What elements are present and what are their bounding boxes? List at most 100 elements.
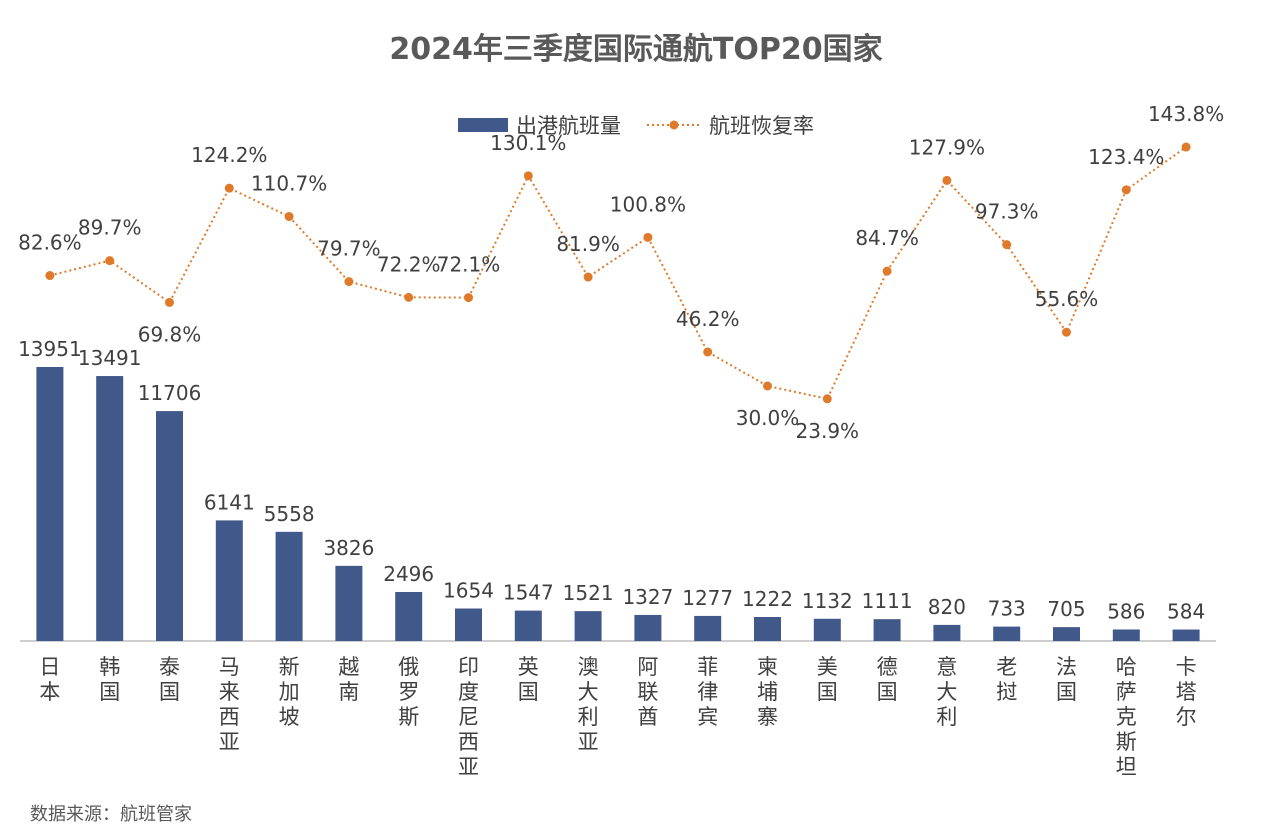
bar xyxy=(96,376,124,641)
category-label: 法国 xyxy=(1056,655,1077,704)
legend-bar-swatch xyxy=(458,118,508,132)
line-point xyxy=(822,394,832,404)
category-label: 新加坡 xyxy=(279,655,300,729)
category-label: 哈萨克斯坦 xyxy=(1116,655,1137,779)
line-point xyxy=(583,272,593,282)
line-point xyxy=(344,277,354,287)
chart-title: 2024年三季度国际通航TOP20国家 xyxy=(389,32,883,67)
bar xyxy=(993,626,1021,641)
bar-value-label: 1654 xyxy=(443,579,494,603)
legend: 出港航班量 航班恢复率 xyxy=(0,110,1272,140)
line-value-label: 69.8% xyxy=(138,322,202,346)
category-label: 越南 xyxy=(338,655,359,704)
bar-value-label: 1521 xyxy=(563,581,614,605)
category-label: 卡塔尔 xyxy=(1176,655,1197,729)
legend-bar-label: 出港航班量 xyxy=(516,114,621,138)
legend-item-bars: 出港航班量 xyxy=(458,110,621,140)
line-value-label: 84.7% xyxy=(855,226,919,250)
category-label: 意大利 xyxy=(936,655,957,729)
line-value-label: 55.6% xyxy=(1035,287,1099,311)
bar xyxy=(574,611,602,641)
line-point xyxy=(45,271,55,281)
line-point xyxy=(763,381,772,391)
line-value-label: 72.1% xyxy=(437,253,501,277)
category-label: 韩国 xyxy=(99,655,120,704)
bar xyxy=(514,610,542,641)
legend-item-line: 航班恢复率 xyxy=(647,110,814,140)
line-value-label: 143.8% xyxy=(1148,102,1224,126)
line-point xyxy=(1181,142,1191,152)
line-point xyxy=(523,171,533,181)
category-label: 澳大利亚 xyxy=(578,655,599,754)
source-note: 数据来源：航班管家 xyxy=(30,804,192,825)
line-point xyxy=(284,212,294,222)
bar-value-label: 3826 xyxy=(323,536,374,560)
line-value-label: 89.7% xyxy=(78,216,142,240)
bar xyxy=(694,615,722,641)
bar xyxy=(395,591,423,641)
bar-value-label: 705 xyxy=(1047,597,1085,621)
bar xyxy=(36,367,64,641)
line-value-label: 97.3% xyxy=(975,200,1039,224)
recovery-rate-line xyxy=(49,146,1187,400)
category-label: 柬埔寨 xyxy=(757,655,778,729)
line-point xyxy=(105,256,115,266)
line-point xyxy=(942,175,952,185)
bar-value-label: 11706 xyxy=(138,381,202,405)
bar-value-label: 13951 xyxy=(18,337,82,361)
bar-value-label: 1327 xyxy=(622,585,673,609)
category-label: 印度尼西亚 xyxy=(458,655,479,779)
bar-value-label: 1222 xyxy=(742,587,793,611)
line-value-label: 82.6% xyxy=(18,231,82,255)
line-value-label: 81.9% xyxy=(556,232,620,256)
line-point xyxy=(404,292,414,302)
line-point xyxy=(165,297,174,307)
category-label: 马来西亚 xyxy=(219,655,240,754)
category-label: 英国 xyxy=(518,655,539,704)
category-label: 老挝 xyxy=(996,655,1017,704)
line-value-label: 110.7% xyxy=(251,172,327,196)
bar-value-label: 733 xyxy=(988,597,1026,621)
line-value-label: 127.9% xyxy=(909,135,985,159)
category-label: 泰国 xyxy=(159,655,180,704)
line-point xyxy=(224,183,234,193)
bar-value-label: 6141 xyxy=(204,490,255,514)
line-value-label: 124.2% xyxy=(191,143,267,167)
bar-value-label: 586 xyxy=(1107,599,1145,623)
bar-value-label: 1111 xyxy=(862,589,913,613)
category-label: 菲律宾 xyxy=(697,655,718,729)
bar-value-label: 1132 xyxy=(802,589,853,613)
line-value-label: 23.9% xyxy=(796,419,860,443)
bar-value-label: 5558 xyxy=(264,502,315,526)
bar xyxy=(813,618,841,641)
bar-value-label: 1277 xyxy=(682,586,733,610)
bar xyxy=(275,531,303,641)
bar xyxy=(1053,627,1080,641)
line-value-label: 130.1% xyxy=(490,131,566,155)
line-value-label: 123.4% xyxy=(1088,145,1164,169)
line-point xyxy=(1121,185,1131,195)
line-value-label: 100.8% xyxy=(610,192,686,216)
bar xyxy=(156,411,183,641)
line-point xyxy=(464,293,473,303)
bar-value-label: 2496 xyxy=(383,562,434,586)
bar xyxy=(754,616,781,641)
line-value-label: 72.2% xyxy=(377,252,441,276)
bar-value-label: 13491 xyxy=(78,346,142,370)
category-label: 俄罗斯 xyxy=(398,655,419,729)
category-label: 德国 xyxy=(877,655,898,704)
bar xyxy=(1172,629,1200,641)
bar xyxy=(215,520,243,641)
bar xyxy=(873,619,901,641)
category-label: 日本 xyxy=(39,655,60,704)
legend-line-swatch xyxy=(647,120,701,130)
bar xyxy=(634,614,662,641)
category-label: 阿联酋 xyxy=(637,655,658,729)
bar xyxy=(335,565,363,641)
line-point xyxy=(703,347,713,357)
bar-value-label: 584 xyxy=(1167,600,1205,624)
line-point xyxy=(882,266,892,276)
bar xyxy=(1112,629,1140,641)
